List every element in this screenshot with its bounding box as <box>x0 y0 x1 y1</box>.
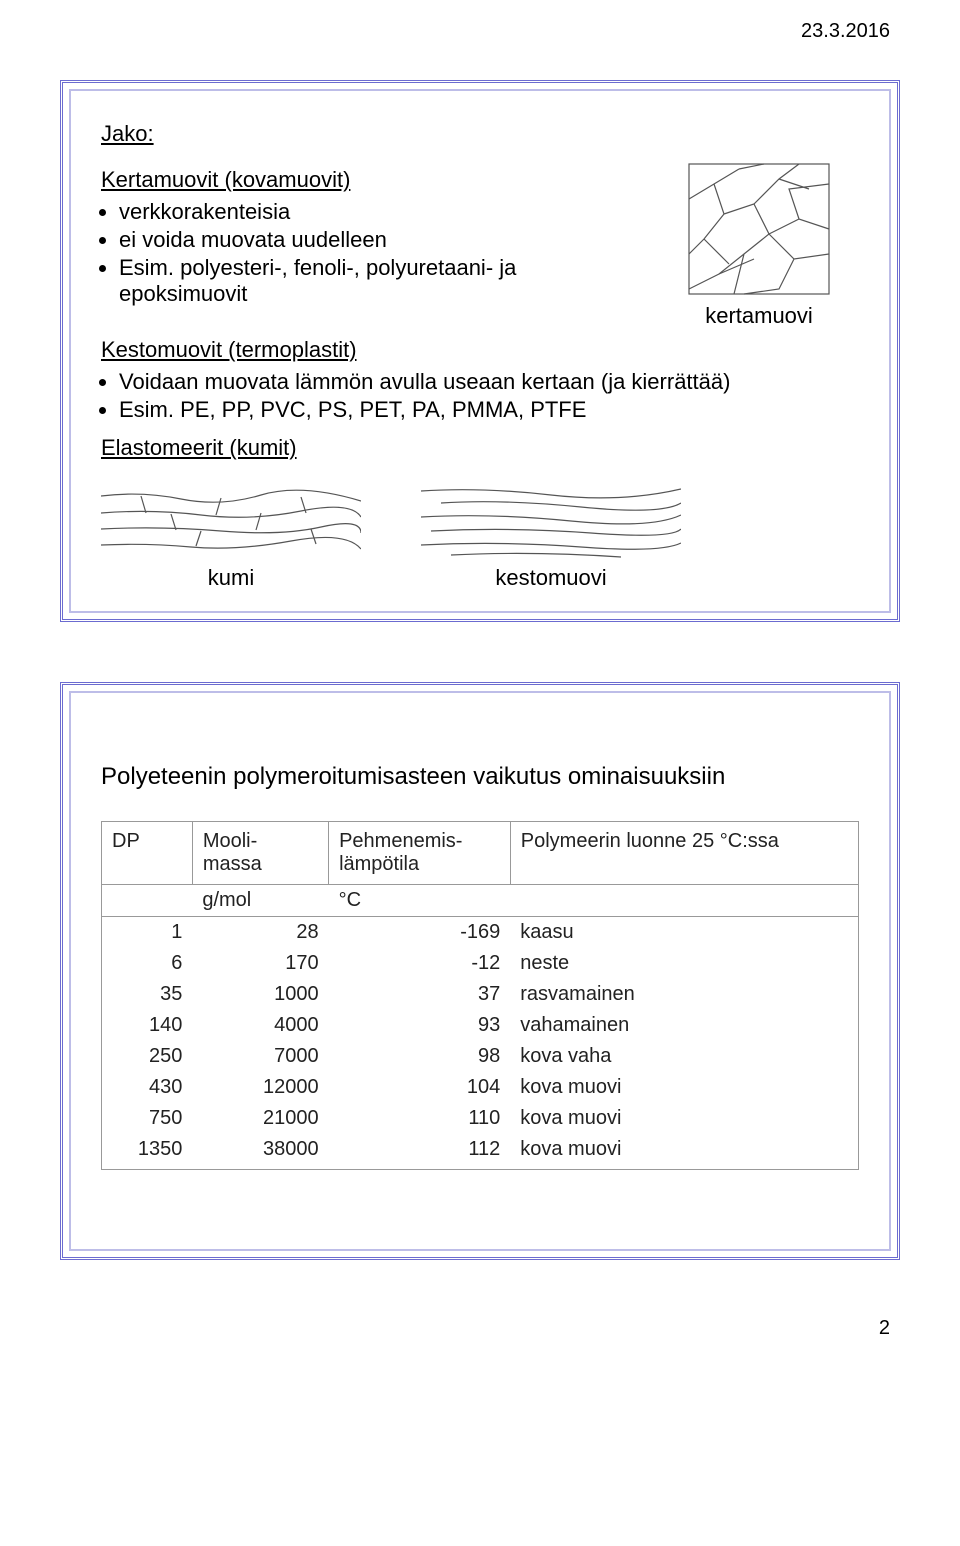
col-mooli: Mooli-massa <box>192 822 328 885</box>
col-dp: DP <box>102 822 193 885</box>
page-number: 2 <box>879 1317 890 1340</box>
table-cell: 28 <box>192 917 328 949</box>
slide-1: Jako: Kertamuovit (kovamuovit) verkkorak… <box>60 80 900 622</box>
unit-cell <box>510 885 858 917</box>
list-item: verkkorakenteisia <box>119 199 639 225</box>
table-cell: 1 <box>102 917 193 949</box>
section2-bullets: Voidaan muovata lämmön avulla useaan ker… <box>101 369 859 423</box>
unit-cell: g/mol <box>192 885 328 917</box>
table-cell: 430 <box>102 1072 193 1103</box>
table-cell: 38000 <box>192 1134 328 1170</box>
table-cell: 110 <box>329 1103 511 1134</box>
table-cell: 35 <box>102 979 193 1010</box>
table-cell: 1000 <box>192 979 328 1010</box>
date-header: 23.3.2016 <box>801 20 890 43</box>
section1-bullets: verkkorakenteisia ei voida muovata uudel… <box>101 199 639 307</box>
table-row: 140400093vahamainen <box>102 1010 859 1041</box>
section3-title: Elastomeerit (kumit) <box>101 435 859 461</box>
list-item: Esim. polyesteri-, fenoli-, polyuretaani… <box>119 255 639 307</box>
table-row: 75021000110kova muovi <box>102 1103 859 1134</box>
table-cell: -12 <box>329 948 511 979</box>
left-col: Kertamuovit (kovamuovit) verkkorakenteis… <box>101 159 639 329</box>
col-pehm: Pehmenemis-lämpötila <box>329 822 511 885</box>
table-cell: 93 <box>329 1010 511 1041</box>
table-header-row: DP Mooli-massa Pehmenemis-lämpötila Poly… <box>102 822 859 885</box>
col-luonne: Polymeerin luonne 25 °C:ssa <box>510 822 858 885</box>
page: 23.3.2016 Jako: Kertamuovit (kovamuovit)… <box>0 0 960 1360</box>
list-item: Voidaan muovata lämmön avulla useaan ker… <box>119 369 859 395</box>
table-cell: kova muovi <box>510 1103 858 1134</box>
kestomuovi-block: kestomuovi <box>421 481 681 591</box>
bottom-row: kumi kestomuovi <box>101 481 859 591</box>
table-row: 35100037rasvamainen <box>102 979 859 1010</box>
section1-title: Kertamuovit (kovamuovit) <box>101 167 639 193</box>
section2-title: Kestomuovit (termoplastit) <box>101 337 859 363</box>
list-item: Esim. PE, PP, PVC, PS, PET, PA, PMMA, PT… <box>119 397 859 423</box>
table-cell: 37 <box>329 979 511 1010</box>
slide-2-inner: Polyeteenin polymeroitumisasteen vaikutu… <box>69 691 891 1251</box>
table-cell: 250 <box>102 1041 193 1072</box>
table-cell: 140 <box>102 1010 193 1041</box>
unit-cell: °C <box>329 885 511 917</box>
table-cell: 750 <box>102 1103 193 1134</box>
table-cell: 6 <box>102 948 193 979</box>
table-cell: neste <box>510 948 858 979</box>
table-row: 250700098kova vaha <box>102 1041 859 1072</box>
diagram3-label: kestomuovi <box>421 565 681 591</box>
slide-1-inner: Jako: Kertamuovit (kovamuovit) verkkorak… <box>69 89 891 613</box>
table-row: 135038000112kova muovi <box>102 1134 859 1170</box>
kestomuovi-diagram <box>421 481 681 561</box>
diagram2-label: kumi <box>101 565 361 591</box>
table-cell: 170 <box>192 948 328 979</box>
table-cell: kova muovi <box>510 1134 858 1170</box>
table-cell: 21000 <box>192 1103 328 1134</box>
unit-row: g/mol °C <box>102 885 859 917</box>
slide-2: Polyeteenin polymeroitumisasteen vaikutu… <box>60 682 900 1260</box>
table-cell: 98 <box>329 1041 511 1072</box>
table-row: 6170-12neste <box>102 948 859 979</box>
table-cell: vahamainen <box>510 1010 858 1041</box>
table-cell: kova vaha <box>510 1041 858 1072</box>
right-col: kertamuovi <box>659 159 859 329</box>
kumi-diagram <box>101 481 361 561</box>
table-cell: 7000 <box>192 1041 328 1072</box>
list-item: ei voida muovata uudelleen <box>119 227 639 253</box>
table-cell: 12000 <box>192 1072 328 1103</box>
unit-cell <box>102 885 193 917</box>
kertamuovi-diagram <box>684 159 834 299</box>
table-cell: 112 <box>329 1134 511 1170</box>
slide2-title: Polyeteenin polymeroitumisasteen vaikutu… <box>101 763 859 791</box>
table-cell: 104 <box>329 1072 511 1103</box>
table-row: 128-169kaasu <box>102 917 859 949</box>
top-two-col: Kertamuovit (kovamuovit) verkkorakenteis… <box>101 159 859 329</box>
table-cell: kaasu <box>510 917 858 949</box>
diagram1-label: kertamuovi <box>659 303 859 329</box>
table-cell: -169 <box>329 917 511 949</box>
table-row: 43012000104kova muovi <box>102 1072 859 1103</box>
table-cell: kova muovi <box>510 1072 858 1103</box>
data-table: DP Mooli-massa Pehmenemis-lämpötila Poly… <box>101 821 859 1170</box>
table-cell: rasvamainen <box>510 979 858 1010</box>
table-cell: 1350 <box>102 1134 193 1170</box>
table-body: g/mol °C 128-169kaasu6170-12neste3510003… <box>102 885 859 1170</box>
heading-jako: Jako: <box>101 121 859 147</box>
kumi-block: kumi <box>101 481 361 591</box>
table-cell: 4000 <box>192 1010 328 1041</box>
